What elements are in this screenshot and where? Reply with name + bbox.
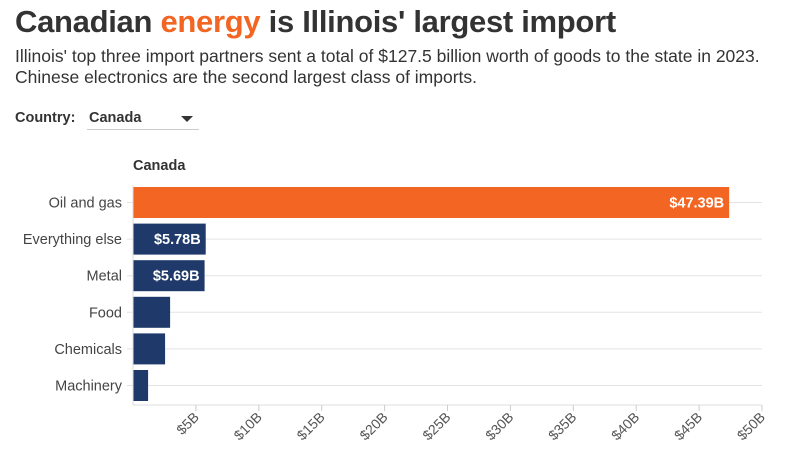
title-highlight: energy — [160, 4, 261, 39]
category-label: Everything else — [23, 232, 122, 248]
x-tick-label: $35B — [545, 409, 579, 443]
page-title: Canadian energy is Illinois' largest imp… — [15, 4, 616, 40]
bar — [133, 260, 205, 292]
x-tick-label: $30B — [482, 409, 516, 443]
bar — [133, 223, 206, 255]
bar — [133, 187, 730, 218]
x-tick-label: $40B — [608, 409, 642, 443]
country-select[interactable]: Canada — [87, 103, 199, 130]
category-label: Food — [89, 305, 122, 321]
x-tick-label: $25B — [419, 409, 453, 443]
x-tick-label: $5B — [173, 409, 202, 438]
category-label: Oil and gas — [49, 196, 122, 212]
chart-title: Canada — [133, 158, 186, 174]
data-label: $5.78B — [154, 232, 201, 248]
bar — [133, 333, 166, 365]
x-tick-label: $45B — [671, 409, 705, 443]
x-tick-label: $10B — [230, 409, 264, 443]
x-tick-label: $20B — [356, 409, 390, 443]
x-tick-label: $15B — [293, 409, 327, 443]
data-label: $47.39B — [669, 196, 724, 212]
data-label: $5.69B — [153, 269, 200, 285]
country-label: Country: — [15, 110, 76, 126]
bar — [133, 296, 171, 328]
chevron-down-icon — [181, 116, 193, 122]
country-select-value: Canada — [89, 110, 142, 126]
subtitle: Illinois' top three import partners sent… — [15, 46, 760, 87]
category-label: Metal — [87, 269, 122, 285]
title-post: is Illinois' largest import — [260, 4, 617, 39]
x-tick-label: $50B — [734, 409, 768, 443]
title-pre: Canadian — [15, 4, 161, 39]
bar — [133, 370, 149, 401]
category-label: Machinery — [55, 379, 123, 395]
category-label: Chemicals — [54, 342, 122, 358]
